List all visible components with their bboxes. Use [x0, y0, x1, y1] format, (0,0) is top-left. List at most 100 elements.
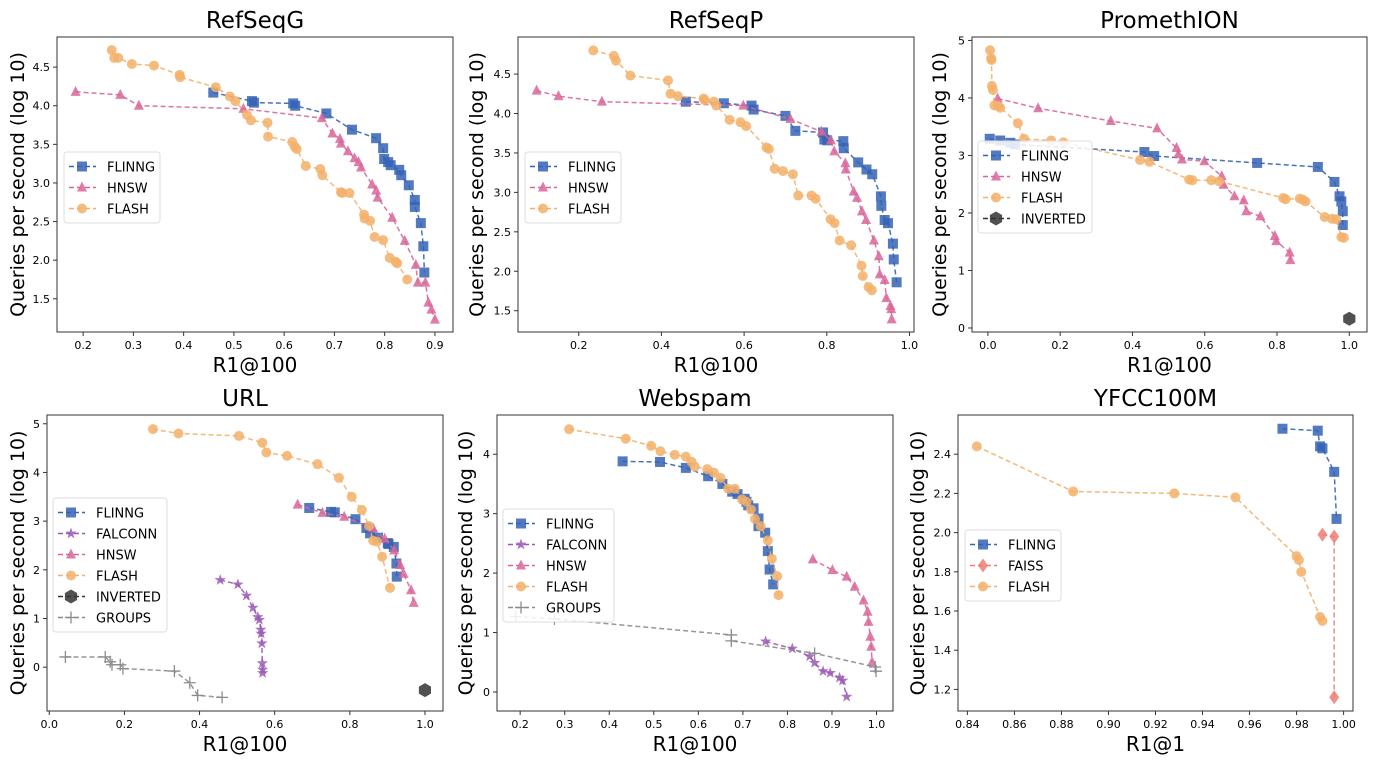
y-tick-label: 2.0 [934, 527, 952, 540]
data-point [888, 254, 899, 265]
data-point [385, 160, 396, 171]
data-point [389, 544, 400, 555]
data-point [764, 564, 775, 575]
data-point [886, 313, 897, 324]
series-flash [147, 424, 396, 593]
data-point [290, 100, 301, 111]
x-tick-label: 0.5 [645, 718, 663, 731]
x-tick-label: 0.4 [601, 718, 619, 731]
data-point [1337, 220, 1348, 231]
legend-marker-square-icon [516, 518, 526, 529]
data-point [365, 215, 376, 226]
data-point [749, 514, 760, 525]
y-tick-label: 0 [483, 686, 490, 699]
subplot-yfcc100m: YFCC100M R1@1 Queries per second (log 10) 0… [907, 386, 1356, 756]
data-point [1331, 214, 1342, 225]
y-tick-label: 0 [958, 322, 965, 335]
data-point [253, 614, 265, 625]
data-point [1329, 176, 1340, 187]
chart-title: YFCC100M [1093, 386, 1217, 412]
data-point [1312, 425, 1323, 436]
subplot-refseqp: RefSeqP R1@100 Queries per second (log 10)… [466, 8, 918, 377]
data-point [342, 145, 353, 156]
y-axis-label: Queries per second (log 10) [7, 431, 29, 696]
chart-title: URL [222, 386, 268, 412]
data-point [1293, 555, 1304, 566]
subplot-url: URL R1@100 Queries per second (log 10) 0.0 0… [7, 386, 444, 756]
data-point [689, 461, 700, 472]
data-point [655, 456, 666, 467]
data-point [399, 234, 410, 245]
data-point [1280, 194, 1291, 205]
data-point [780, 110, 791, 121]
x-tick-label: 1.00 [1331, 718, 1356, 731]
data-point [391, 558, 402, 569]
legend: FLINNG FALCONN HNSW FLASH GROUPS [502, 508, 615, 623]
x-tick-label: 0.2 [1051, 339, 1069, 352]
data-point [248, 97, 259, 108]
data-point [655, 446, 666, 457]
data-point [861, 213, 872, 224]
data-point [334, 132, 345, 143]
data-point [245, 115, 256, 126]
x-tick-label: 1.0 [416, 718, 434, 731]
data-point [851, 191, 862, 202]
data-point [816, 125, 827, 136]
legend-label: INVERTED [1021, 213, 1086, 228]
data-point [419, 267, 430, 278]
x-tick-label: 0.2 [116, 718, 134, 731]
data-point [208, 87, 219, 98]
data-point [420, 276, 431, 287]
data-point [1230, 492, 1241, 503]
data-point [1105, 114, 1116, 125]
legend-marker-hexagon-icon [989, 211, 1003, 226]
data-point [875, 191, 886, 202]
data-point [1329, 690, 1340, 705]
data-point [173, 428, 184, 439]
legend-box [977, 140, 1093, 234]
y-tick-label: 5 [958, 34, 965, 47]
series-flash [564, 424, 784, 601]
legend-marker-triangle-icon [538, 181, 548, 192]
series-line [685, 100, 898, 283]
legend-label: FLINNG [96, 507, 144, 522]
data-point [1176, 153, 1187, 164]
y-tick-label: 2.5 [494, 226, 512, 239]
data-point [840, 157, 851, 168]
data-point [418, 241, 429, 252]
series-line [569, 428, 780, 596]
series-line [989, 50, 1345, 239]
legend-box [964, 529, 1062, 602]
data-point [1296, 566, 1307, 577]
y-tick-label: 1.6 [934, 605, 952, 618]
data-point [870, 665, 883, 678]
data-point [418, 683, 431, 698]
data-point [371, 536, 382, 547]
legend-marker-square-icon [978, 539, 988, 550]
data-point [396, 170, 407, 181]
data-point [333, 472, 344, 483]
series-groups [59, 650, 229, 704]
data-point [708, 467, 719, 478]
x-tick-label: 0.6 [266, 718, 284, 731]
data-point [861, 164, 872, 175]
data-point [863, 615, 874, 626]
data-point [133, 99, 144, 110]
data-point [1285, 254, 1296, 265]
legend-label: FLINNG [546, 518, 594, 533]
data-point [672, 91, 683, 102]
x-tick-label: 0.0 [979, 339, 997, 352]
y-tick-label: 4.0 [33, 100, 51, 113]
data-point [1012, 118, 1023, 129]
data-point [866, 640, 877, 651]
data-point [759, 635, 772, 647]
x-tick-label: 0.4 [191, 718, 209, 731]
legend-label: HNSW [546, 560, 587, 575]
legend-marker-plus-icon [65, 611, 77, 624]
data-point [763, 144, 774, 155]
data-point [291, 143, 302, 154]
data-point [115, 88, 126, 99]
data-point [838, 136, 849, 147]
x-tick-label: 0.2 [74, 339, 92, 352]
x-tick-label: 0.2 [511, 718, 529, 731]
